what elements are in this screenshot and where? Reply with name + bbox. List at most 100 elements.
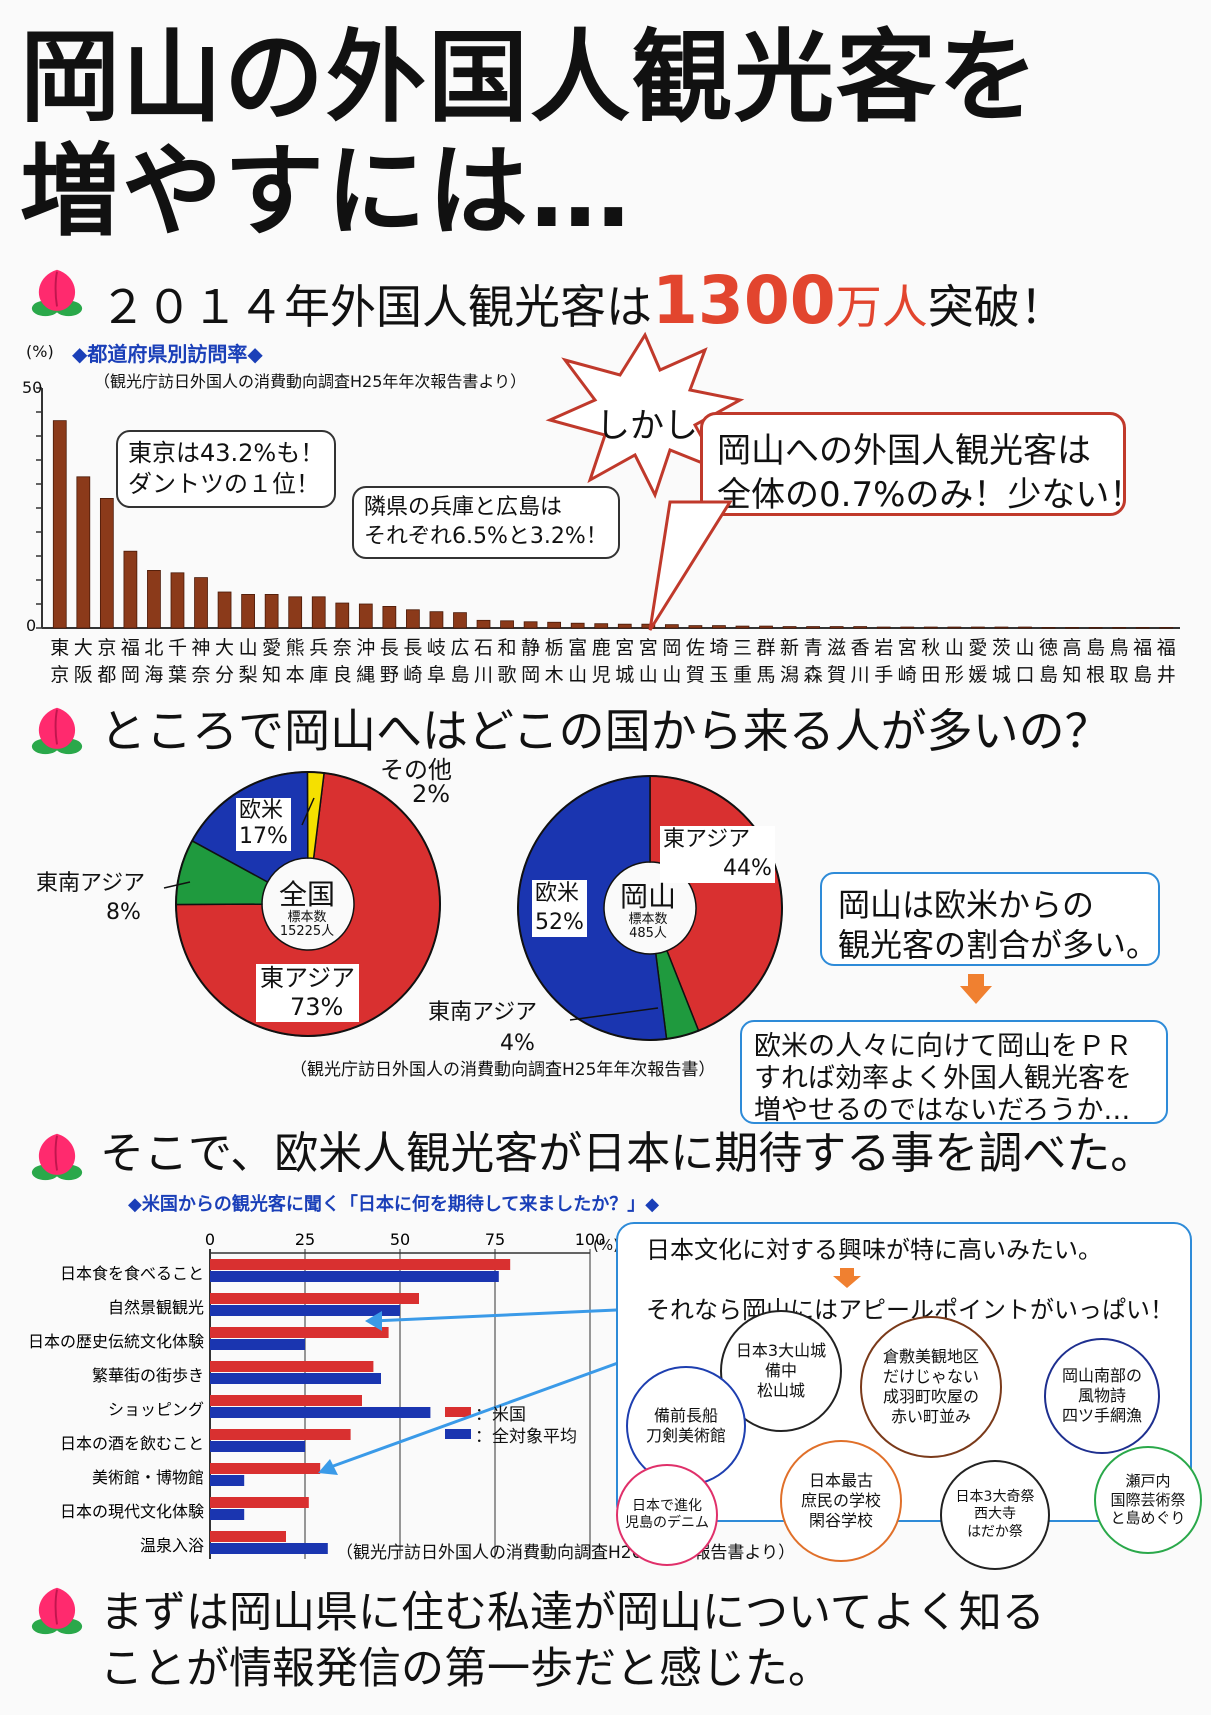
bar (194, 577, 208, 629)
visit-rate-chart-source: （観光庁訪日外国人の消費動向調査H25年年次報告書より） (94, 372, 527, 391)
bar (500, 620, 514, 629)
x-tick-label: 群 (757, 637, 776, 659)
visit-rate-chart: 東京大阪京都福岡北海道千葉神奈川大分山梨愛知熊本兵庫奈良沖縄長野長崎岐阜広島石川… (36, 387, 1180, 685)
x-tick-label: 取 (1110, 664, 1129, 685)
x-tick-label: 徳 (1039, 637, 1058, 659)
x-tick-label: 埼 (709, 637, 728, 659)
bars (52, 420, 1174, 629)
section3-heading: そこで、欧米人観光客が日本に期待する事を調べた。 (100, 1128, 1155, 1179)
bar (712, 625, 726, 629)
peach-icon (30, 1586, 84, 1636)
bar (358, 603, 373, 629)
x-tick-label: 岡 (121, 664, 140, 685)
page-title-line2: 増やすには… (20, 133, 632, 250)
x-tick-label: 岐 (427, 637, 446, 659)
pie2-west-name: 欧米 (535, 881, 580, 906)
bar (217, 591, 232, 629)
x-tick-label: 分 (215, 664, 234, 685)
x-tick-label: 媛 (968, 664, 987, 685)
x-tick-label: 島 (450, 664, 469, 685)
bar-全対象平均 (210, 1271, 499, 1282)
x-tick-label: 野 (380, 664, 399, 685)
bar (288, 596, 303, 629)
x-tick-label: 50 (390, 1230, 410, 1249)
x-tick-label: 宮 (898, 637, 917, 659)
x-tick-label: 25 (295, 1230, 315, 1249)
conclusion-box-2: 欧米の人々に向けて岡山をＰＲ すれば効率よく外国人観光客を 増やせるのではないだ… (740, 1020, 1168, 1126)
peach-icon (30, 268, 84, 318)
y-ticks (36, 387, 42, 629)
x-tick-label: 広 (450, 637, 469, 659)
x-tick-label: 縄 (356, 664, 375, 685)
legend-avg-swatch (445, 1429, 471, 1439)
x-tick-label: 新 (780, 637, 799, 659)
x-tick-label: 三 (733, 637, 752, 659)
hbar-unit: (%) (593, 1236, 619, 1254)
x-tick-label: 宮 (639, 637, 658, 659)
x-tick-label: 島 (1086, 637, 1105, 659)
visit-rate-chart-title: ◆都道府県別訪問率◆ (72, 342, 263, 366)
pie1-sea-label: 東南アジア 8% (36, 870, 145, 927)
pie1-west-pct: 17% (239, 824, 288, 850)
bar (335, 602, 350, 629)
x-tick-label: 鳥 (1110, 637, 1129, 659)
y-zero-label: 0 (26, 616, 37, 635)
spot-hadaka-matsuri: 日本3大奇祭 西大寺 はだか祭 (940, 1460, 1050, 1570)
bar (1041, 627, 1056, 629)
x-tick-label: 福 (1133, 637, 1152, 659)
pie2-sea-label: 東南アジア 4% (428, 998, 537, 1060)
legend-us-label: ：米国 (475, 1405, 526, 1425)
spot-shizutani-school: 日本最古 庶民の学校 閑谷学校 (780, 1440, 902, 1562)
legend-us-swatch (445, 1407, 471, 1417)
okayama-callout: 岡山への外国人観光客は 全体の0.7%のみ！少ない！ (700, 412, 1143, 516)
bar (429, 611, 444, 629)
tokyo-callout-line1: 東京は43.2%も！ (128, 439, 325, 467)
x-tick-label: 都 (97, 664, 116, 685)
x-tick-label: 宮 (615, 637, 634, 659)
x-tick-label: 滋 (827, 637, 846, 659)
x-tick-label: 賀 (827, 664, 846, 685)
category-label: 日本の酒を飲むこと (60, 1434, 204, 1453)
pie1-eastasia-name: 東アジア (260, 964, 356, 992)
bar-全対象平均 (210, 1543, 328, 1554)
bar (147, 569, 161, 629)
down-arrow-icon (960, 974, 992, 1004)
x-tick-label: 東 (50, 637, 69, 659)
pie2-sample-label: 標本数 (628, 911, 668, 927)
neighbor-callout-line2: それぞれ6.5%と3.2%！ (364, 523, 608, 549)
x-tick-label: 静 (521, 637, 540, 659)
x-tick-label: 千 (168, 637, 187, 659)
x-tick-label: 岡 (662, 637, 681, 659)
x-ticks: 0 25 50 75 100 (205, 1230, 605, 1249)
bar (876, 626, 891, 629)
x-tick-label: 山 (662, 664, 681, 685)
category-label: 自然景観観光 (108, 1298, 204, 1317)
x-tick-label: 歌 (498, 664, 517, 685)
bar (1065, 627, 1079, 629)
x-tick-label: 岡 (521, 664, 540, 685)
bar-全対象平均 (210, 1441, 305, 1452)
x-tick-label: 根 (1086, 664, 1105, 685)
bar-米国 (210, 1259, 511, 1270)
hbar-source: （観光庁訪日外国人の消費動向調査H26年年次報告書より） (336, 1543, 796, 1563)
category-label: 繁華街の街歩き (92, 1366, 204, 1385)
bar (853, 626, 868, 629)
x-tick-label: 玉 (709, 664, 728, 685)
category-label: 温泉入浴 (140, 1536, 204, 1555)
x-tick-label: 福 (121, 637, 140, 659)
x-tick-label: 本 (286, 664, 305, 685)
pie1-sample: 15225人 (279, 924, 335, 940)
x-tick-label: 口 (1015, 664, 1034, 685)
x-tick-label: 木 (545, 664, 564, 685)
x-tick-label: 海 (144, 664, 163, 685)
bar (1159, 627, 1174, 629)
conclusion-line1: まずは岡山県に住む私達が岡山についてよく知る (100, 1588, 1045, 1638)
bar (170, 572, 185, 629)
donut-outline (175, 771, 441, 1037)
category-label: 美術館・博物館 (92, 1468, 204, 1487)
bar-米国 (210, 1463, 321, 1474)
bar (594, 623, 609, 629)
bars (210, 1259, 511, 1554)
bar-米国 (210, 1293, 419, 1304)
bar-全対象平均 (210, 1305, 400, 1316)
